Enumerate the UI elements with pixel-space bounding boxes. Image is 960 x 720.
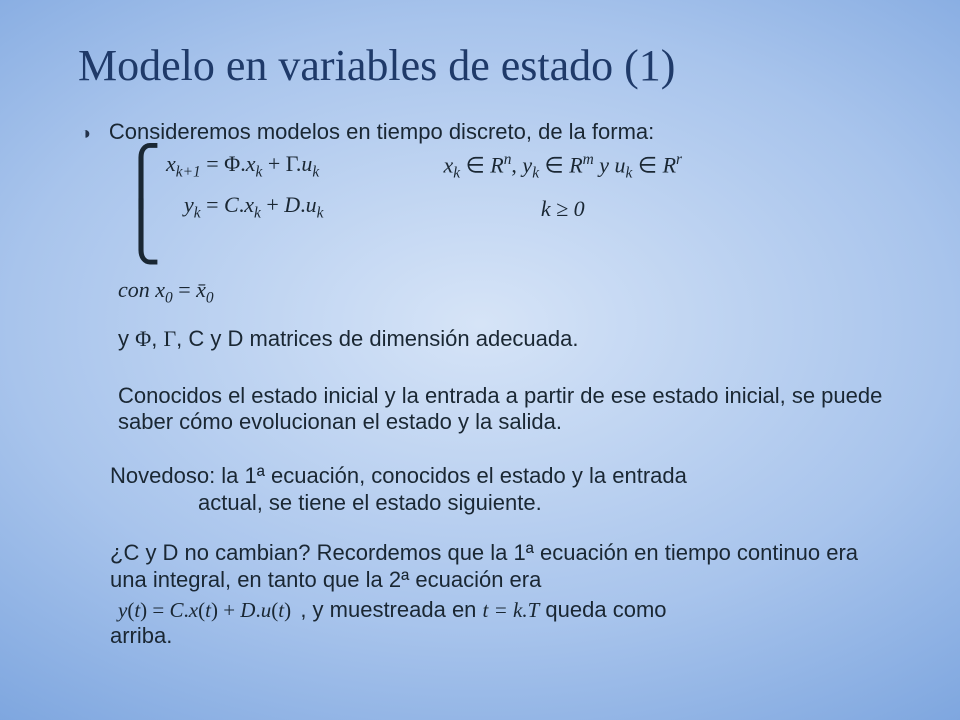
slide: Modelo en variables de estado (1) ◑ Cons… (0, 0, 960, 720)
para-novel: Novedoso: la 1ª ecuación, conocidos el e… (110, 463, 890, 516)
para-matrices: y Φ, Γ, C y D matrices de dimensión adec… (118, 326, 890, 352)
equation-stack: xk+1 = Φ.xk + Γ.uk yk = C.xk + D.uk (166, 151, 323, 223)
k-ge-0: k ≥ 0 (541, 196, 585, 222)
equation-domain: xk ∈ Rn, yk ∈ Rm y uk ∈ Rr k ≥ 0 (443, 151, 682, 222)
bullet-1-text: Consideremos modelos en tiempo discreto,… (109, 119, 890, 145)
initial-condition: con x0 = x̄0 (118, 277, 890, 308)
domain-line: xk ∈ Rn, yk ∈ Rm y uk ∈ Rr (443, 151, 682, 183)
state-eq-2: yk = C.xk + D.uk (166, 192, 323, 223)
para-cd: ¿C y D no cambian? Recordemos que la 1ª … (110, 540, 890, 650)
output-equation: y(t) = C.x(t) + D.u(t) (118, 598, 296, 622)
bullet-icon: ◑ (80, 123, 91, 145)
state-eq-1: xk+1 = Φ.xk + Γ.uk (166, 151, 323, 182)
state-equations: ⎧⎩ xk+1 = Φ.xk + Γ.uk yk = C.xk + D.uk (120, 151, 890, 263)
slide-title: Modelo en variables de estado (1) (78, 40, 890, 91)
para-cd-line2: y(t) = C.x(t) + D.u(t) , y muestreada en… (110, 597, 890, 623)
bullet-1: ◑ Consideremos modelos en tiempo discret… (80, 119, 890, 145)
para-known: Conocidos el estado inicial y la entrada… (118, 383, 890, 436)
slide-body: ◑ Consideremos modelos en tiempo discret… (70, 119, 890, 650)
brace-icon: ⎧⎩ (120, 149, 162, 261)
